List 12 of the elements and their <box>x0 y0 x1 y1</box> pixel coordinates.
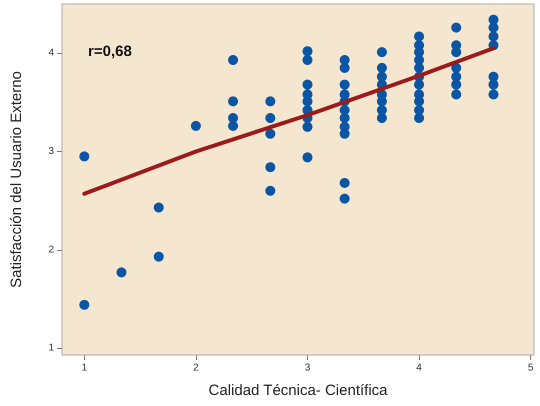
annotation: r=0,68 <box>88 43 132 60</box>
x-tick-label: 4 <box>416 362 422 374</box>
y-tick-label: 2 <box>48 244 54 256</box>
x-axis-title: Calidad Técnica- Científica <box>208 382 388 399</box>
x-tick-label: 5 <box>528 362 534 374</box>
x-tick-label: 1 <box>82 362 88 374</box>
y-tick-label: 1 <box>48 342 54 354</box>
x-tick-label: 2 <box>193 362 200 374</box>
y-axis-title: Satisfacción del Usuario Externo <box>8 71 25 288</box>
y-tick-label: 4 <box>48 48 54 59</box>
y-tick-label: 3 <box>48 146 54 157</box>
x-tick-label: 3 <box>304 362 311 374</box>
